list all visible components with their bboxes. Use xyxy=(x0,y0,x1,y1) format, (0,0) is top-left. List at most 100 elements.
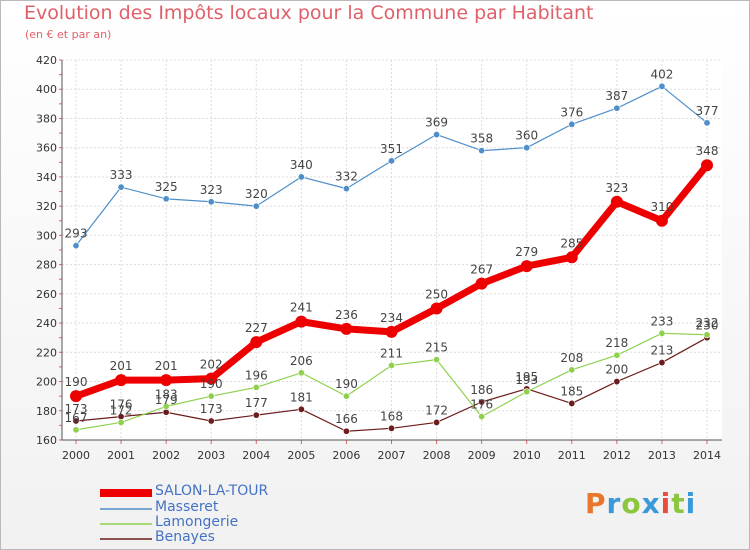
data-point xyxy=(207,198,215,206)
data-point xyxy=(160,374,173,387)
data-point xyxy=(207,417,215,425)
data-label: 293 xyxy=(65,227,88,241)
data-label: 376 xyxy=(560,105,583,119)
data-label: 233 xyxy=(650,314,673,328)
data-point xyxy=(613,351,621,359)
data-point xyxy=(72,242,80,250)
y-tick-label: 400 xyxy=(36,83,57,96)
x-tick-label: 2009 xyxy=(468,449,496,462)
data-point xyxy=(117,183,125,191)
data-label: 323 xyxy=(200,183,223,197)
data-label: 196 xyxy=(245,368,268,382)
chart-title: Evolution des Impôts locaux pour la Comm… xyxy=(24,2,594,24)
data-label: 215 xyxy=(425,341,448,355)
x-tick-label: 2003 xyxy=(197,449,225,462)
data-label: 369 xyxy=(425,116,448,130)
data-point xyxy=(205,372,218,385)
data-point xyxy=(520,260,533,273)
logo-letter: i xyxy=(660,487,672,520)
data-label: 201 xyxy=(155,359,178,373)
x-tick-label: 2005 xyxy=(287,449,315,462)
logo-letter: r xyxy=(606,487,622,520)
data-point xyxy=(252,411,260,419)
logo-letter: o xyxy=(621,487,642,520)
data-point xyxy=(655,214,668,227)
data-label: 377 xyxy=(696,104,719,118)
data-point xyxy=(387,361,395,369)
x-tick-label: 2011 xyxy=(558,449,586,462)
data-point xyxy=(610,195,623,208)
logo-letter: t xyxy=(671,487,686,520)
data-point xyxy=(703,331,711,339)
data-label: 358 xyxy=(470,132,493,146)
data-point xyxy=(478,147,486,155)
data-point xyxy=(523,144,531,152)
data-label: 186 xyxy=(470,383,493,397)
data-label: 173 xyxy=(200,402,223,416)
data-label: 387 xyxy=(605,89,628,103)
data-label: 230 xyxy=(696,319,719,333)
x-tick-label: 2008 xyxy=(423,449,451,462)
data-label: 323 xyxy=(605,181,628,195)
legend-label: SALON-LA-TOUR xyxy=(155,483,269,499)
y-tick-label: 300 xyxy=(36,229,57,242)
data-point xyxy=(252,202,260,210)
data-point xyxy=(70,390,82,403)
data-label: 360 xyxy=(515,129,538,143)
data-point xyxy=(658,82,666,90)
data-point xyxy=(478,398,486,406)
x-tick-label: 2000 xyxy=(62,449,90,462)
data-point xyxy=(613,378,621,386)
data-label: 176 xyxy=(110,398,133,412)
data-point xyxy=(117,418,125,426)
data-point xyxy=(523,388,531,396)
data-label: 285 xyxy=(560,236,583,250)
y-tick-label: 280 xyxy=(36,259,57,272)
data-point xyxy=(387,157,395,165)
legend-label: Masseret xyxy=(155,499,219,515)
data-point xyxy=(72,426,80,434)
x-tick-label: 2012 xyxy=(603,449,631,462)
data-point xyxy=(342,427,350,435)
data-label: 200 xyxy=(605,363,628,377)
x-tick-label: 2001 xyxy=(107,449,135,462)
y-tick-label: 180 xyxy=(36,405,57,418)
y-tick-label: 260 xyxy=(36,288,57,301)
data-point xyxy=(613,104,621,112)
data-point xyxy=(252,383,260,391)
data-label: 250 xyxy=(425,287,448,301)
data-point xyxy=(478,413,486,421)
data-label: 190 xyxy=(335,377,358,391)
data-label: 227 xyxy=(245,321,268,335)
data-label: 190 xyxy=(200,377,223,391)
proxiti-logo: Proxiti xyxy=(585,487,696,520)
x-tick-label: 2004 xyxy=(242,449,270,462)
data-label: 172 xyxy=(110,403,133,417)
data-label: 167 xyxy=(65,411,88,425)
data-label: 332 xyxy=(335,170,358,184)
data-label: 202 xyxy=(200,358,223,372)
data-label: 236 xyxy=(335,308,358,322)
x-tick-label: 2002 xyxy=(152,449,180,462)
x-tick-label: 2007 xyxy=(378,449,406,462)
logo-letter: i xyxy=(685,487,697,520)
data-point xyxy=(207,392,215,400)
x-tick-label: 2006 xyxy=(332,449,360,462)
data-label: 172 xyxy=(425,403,448,417)
data-label: 183 xyxy=(155,387,178,401)
data-point xyxy=(475,277,488,290)
data-point xyxy=(297,405,305,413)
logo-letter: P xyxy=(585,487,607,520)
data-label: 201 xyxy=(110,359,133,373)
data-point xyxy=(297,369,305,377)
data-label: 213 xyxy=(650,344,673,358)
x-tick-label: 2013 xyxy=(648,449,676,462)
chart-subtitle: (en € et par an) xyxy=(25,28,112,41)
y-tick-label: 200 xyxy=(36,376,57,389)
y-tick-label: 240 xyxy=(36,317,57,330)
data-label: 173 xyxy=(65,402,88,416)
data-label: 310 xyxy=(650,200,673,214)
data-point xyxy=(703,119,711,127)
data-point xyxy=(433,356,441,364)
